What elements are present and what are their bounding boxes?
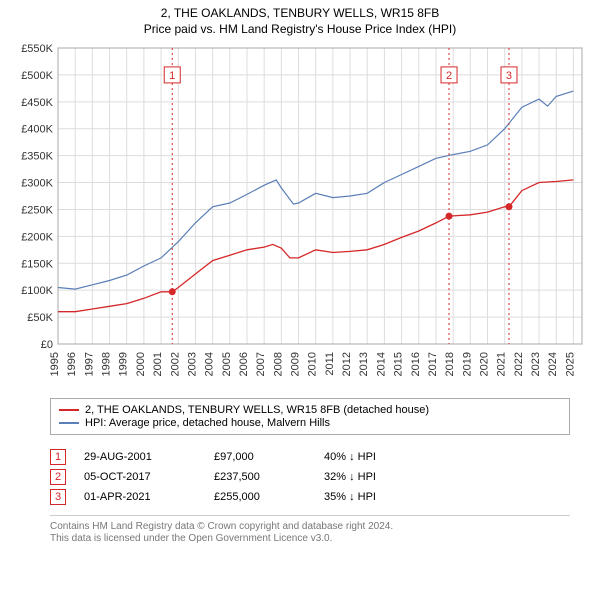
sales-row-2: 2 05-OCT-2017 £237,500 32% ↓ HPI xyxy=(50,469,570,485)
sales-marker-1: 1 xyxy=(50,449,66,465)
legend-box: 2, THE OAKLANDS, TENBURY WELLS, WR15 8FB… xyxy=(50,398,570,435)
svg-text:2024: 2024 xyxy=(547,352,559,376)
svg-text:2005: 2005 xyxy=(221,352,233,376)
svg-text:2013: 2013 xyxy=(358,352,370,376)
svg-text:1996: 1996 xyxy=(66,352,78,376)
footer-line-1: Contains HM Land Registry data © Crown c… xyxy=(50,521,570,532)
svg-text:2018: 2018 xyxy=(444,352,456,376)
svg-text:2016: 2016 xyxy=(410,352,422,376)
legend-label-red: 2, THE OAKLANDS, TENBURY WELLS, WR15 8FB… xyxy=(85,404,429,416)
svg-text:2: 2 xyxy=(446,70,452,82)
svg-text:3: 3 xyxy=(506,70,512,82)
svg-text:2019: 2019 xyxy=(461,352,473,376)
svg-text:£200K: £200K xyxy=(21,231,53,243)
svg-text:1: 1 xyxy=(169,70,175,82)
svg-text:2003: 2003 xyxy=(186,352,198,376)
svg-text:2017: 2017 xyxy=(427,352,439,376)
svg-text:2002: 2002 xyxy=(169,352,181,376)
svg-text:£250K: £250K xyxy=(21,204,53,216)
chart-container: 2, THE OAKLANDS, TENBURY WELLS, WR15 8FB… xyxy=(0,0,600,590)
sales-marker-3: 3 xyxy=(50,489,66,505)
svg-text:£500K: £500K xyxy=(21,70,53,82)
legend-swatch-red xyxy=(59,409,79,411)
svg-text:1998: 1998 xyxy=(101,352,113,376)
svg-text:1997: 1997 xyxy=(83,352,95,376)
svg-text:£550K: £550K xyxy=(21,44,53,55)
footer-line-2: This data is licensed under the Open Gov… xyxy=(50,533,570,544)
footer: Contains HM Land Registry data © Crown c… xyxy=(50,515,570,545)
svg-text:£300K: £300K xyxy=(21,178,53,190)
svg-text:2007: 2007 xyxy=(255,352,267,376)
title-block: 2, THE OAKLANDS, TENBURY WELLS, WR15 8FB… xyxy=(10,6,590,44)
sales-pct-1: 40% ↓ HPI xyxy=(324,451,444,463)
sales-row-1: 1 29-AUG-2001 £97,000 40% ↓ HPI xyxy=(50,449,570,465)
svg-text:£350K: £350K xyxy=(21,151,53,163)
svg-text:2004: 2004 xyxy=(204,352,216,376)
svg-text:2010: 2010 xyxy=(307,352,319,376)
plot-group: £0 £50K £100K £150K £200K £250K £300K £350K £400… xyxy=(21,44,582,376)
svg-text:2015: 2015 xyxy=(393,352,405,376)
svg-text:2022: 2022 xyxy=(513,352,525,376)
svg-text:2025: 2025 xyxy=(564,352,576,376)
sales-pct-2: 32% ↓ HPI xyxy=(324,471,444,483)
svg-text:2012: 2012 xyxy=(341,352,353,376)
title-subtitle: Price paid vs. HM Land Registry's House … xyxy=(10,22,590,36)
sales-row-3: 3 01-APR-2021 £255,000 35% ↓ HPI xyxy=(50,489,570,505)
svg-text:2008: 2008 xyxy=(272,352,284,376)
sales-price-1: £97,000 xyxy=(214,451,324,463)
svg-text:2006: 2006 xyxy=(238,352,250,376)
svg-text:£400K: £400K xyxy=(21,124,53,136)
sales-price-2: £237,500 xyxy=(214,471,324,483)
svg-text:2014: 2014 xyxy=(375,352,387,376)
svg-text:£50K: £50K xyxy=(27,312,53,324)
legend-row-red: 2, THE OAKLANDS, TENBURY WELLS, WR15 8FB… xyxy=(59,404,561,416)
legend-swatch-blue xyxy=(59,422,79,424)
svg-text:2023: 2023 xyxy=(530,352,542,376)
svg-text:2000: 2000 xyxy=(135,352,147,376)
sales-table: 1 29-AUG-2001 £97,000 40% ↓ HPI 2 05-OCT… xyxy=(50,445,570,509)
svg-text:1999: 1999 xyxy=(118,352,130,376)
chart-svg: £0 £50K £100K £150K £200K £250K £300K £350K £400… xyxy=(10,44,590,394)
sales-pct-3: 35% ↓ HPI xyxy=(324,491,444,503)
svg-text:2020: 2020 xyxy=(479,352,491,376)
svg-text:2009: 2009 xyxy=(290,352,302,376)
sales-date-2: 05-OCT-2017 xyxy=(84,471,214,483)
chart-area: £0 £50K £100K £150K £200K £250K £300K £350K £400… xyxy=(10,44,590,394)
svg-text:2011: 2011 xyxy=(324,352,336,376)
legend-row-blue: HPI: Average price, detached house, Malv… xyxy=(59,417,561,429)
title-address: 2, THE OAKLANDS, TENBURY WELLS, WR15 8FB xyxy=(10,6,590,20)
legend-label-blue: HPI: Average price, detached house, Malv… xyxy=(85,417,330,429)
svg-text:£100K: £100K xyxy=(21,285,53,297)
sales-date-1: 29-AUG-2001 xyxy=(84,451,214,463)
svg-text:2001: 2001 xyxy=(152,352,164,376)
svg-text:2021: 2021 xyxy=(496,352,508,376)
sales-date-3: 01-APR-2021 xyxy=(84,491,214,503)
svg-text:£0: £0 xyxy=(41,339,53,351)
svg-text:£150K: £150K xyxy=(21,258,53,270)
sales-price-3: £255,000 xyxy=(214,491,324,503)
sales-marker-2: 2 xyxy=(50,469,66,485)
svg-text:£450K: £450K xyxy=(21,97,53,109)
svg-text:1995: 1995 xyxy=(49,352,61,376)
